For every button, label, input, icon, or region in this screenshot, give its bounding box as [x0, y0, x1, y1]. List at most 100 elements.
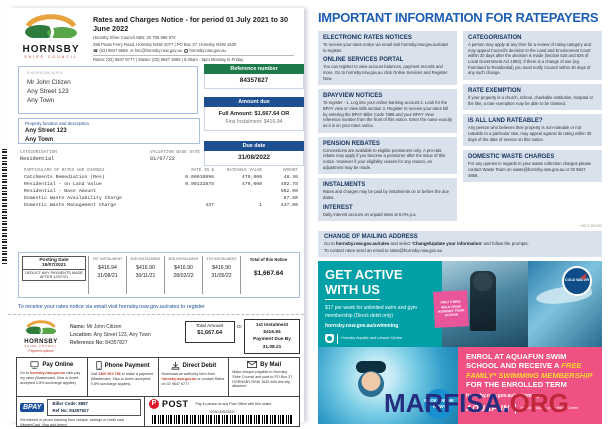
aquafun-ad: BOOK ONLINE NOW! ENROL AT AQUAFUN SWIM S… [318, 346, 602, 424]
reference-number-value: 84357827 [204, 74, 304, 89]
monitor-icon [30, 361, 39, 369]
mail-sort-code: 5/6/5/5/88-4/5/4 [27, 70, 64, 75]
slip-logo-icon [26, 320, 56, 335]
info-panel: IMPORTANT INFORMATION FOR RATEPAYERS ELE… [318, 10, 602, 424]
slip-first-instalment-box: 1st Instalment $416.94 Payment Due By 31… [244, 319, 300, 354]
property-location-line1: Any Street 123 [25, 128, 67, 134]
post-barcode-number: *2030 8357822* [209, 410, 235, 414]
change-of-address-box: CHANGE OF MAILING ADDRESS Go to hornsby.… [318, 231, 602, 257]
payment-slip-header: HORNSBY SHIRE COUNCIL Payment options Na… [16, 319, 300, 354]
get-active-headline2: WITH US [325, 282, 380, 301]
post-note: Pay in person at any Post Office with th… [195, 401, 272, 406]
deduct-payments-note: DEDUCT ANY PAYMENTS MADE AFTER 12/07/21 [22, 270, 86, 281]
bpay-cell: BPAY Biller Code: 8887 Ref No: 84357827 … [17, 397, 145, 427]
slip-reference: 84357827 [105, 340, 128, 346]
bpay-reference: Ref No: 84357827 [52, 407, 89, 413]
council-email: hsc@hornsby.nsw.gov.au [134, 48, 182, 53]
aquatic-centre-icon [325, 334, 334, 344]
or-text: Or [236, 325, 242, 330]
bpay-logo: BPAY [20, 403, 45, 413]
col-header-amount: AMOUNT [282, 169, 298, 173]
info-left-column: ELECTRONIC RATES NOTICES To receive your… [318, 31, 457, 222]
info-right-column: CATEGORISATION A person may apply at any… [463, 31, 602, 221]
info-columns: ELECTRONIC RATES NOTICES To receive your… [318, 31, 602, 222]
valuation-base-date-label: VALUATION BASE DATE [150, 150, 201, 155]
logo-subtitle: SHIRE COUNCIL [24, 55, 78, 59]
instalments-table: Posting Date 19/07/2021 DEDUCT ANY PAYME… [18, 252, 300, 298]
info-box: IS ALL LAND RATEABLE? Any person who bel… [463, 114, 602, 147]
info-box: ELECTRONIC RATES NOTICES To receive your… [318, 31, 457, 86]
council-phone: (02) 9847 6666 [99, 48, 128, 53]
due-date-header: Due date [204, 141, 304, 151]
payment-options-caption: Payment options [28, 349, 54, 353]
total-label: Total of this Notice [249, 257, 288, 262]
table-row: Residential - Base Amount 582.00 [24, 189, 298, 194]
hornsby-logo: HORNSBY SHIRE COUNCIL [14, 12, 88, 62]
by-mail-cell: By Mail Make cheque payable to Hornsby S… [232, 361, 294, 389]
post-brand: POST [162, 399, 189, 409]
cold-water-badge: COLD WATER [562, 265, 592, 296]
instalment-column: 1ST INSTALMENT $416.94 31/08/21 [88, 256, 126, 294]
col-header-rateable-value: RATEABLE VALUE [226, 169, 262, 173]
recipient-street: Any Street 123 [27, 87, 69, 95]
bpay-biller-code: Biller Code: 8887 [52, 401, 89, 406]
table-row: Domestic Waste Availability Charge 87.50 [24, 195, 298, 201]
council-hours: Rates: (02) 9847 6777 | Waste: (02) 9847… [93, 55, 294, 62]
book-online-badge: BOOK ONLINE NOW! [424, 388, 454, 419]
col-header-rate: RATE IN $ [191, 169, 214, 173]
info-box: DOMESTIC WASTE CHARGES For any queries i… [463, 150, 602, 183]
rates-notice-page: HORNSBY SHIRE COUNCIL Rates and Charges … [2, 8, 304, 427]
slip-total-amount-box: Total Amount $1,667.64 [184, 321, 235, 343]
mail-icon: ✉ [130, 48, 134, 53]
categorisation-row: CATEGORISATION Residential VALUATION BAS… [20, 150, 300, 162]
amount-due-body: Full Amount: $1,667.64 OR First Instalme… [204, 107, 304, 131]
slip-total-value: $1,667.64 [197, 330, 223, 336]
table-row: Residential - on Land Value 0.00132878 4… [24, 182, 298, 188]
reference-column: Reference number 84357827 Amount due Ful… [204, 64, 304, 166]
property-location-line2: Any Town [25, 137, 54, 144]
slip-name: Mr John Citizen [86, 324, 122, 330]
slip-location: Any Street 123, Any Town [93, 332, 151, 338]
info-box: INSTALMENTS Rates and charges may be pai… [318, 178, 457, 222]
slip-details: Name: Mr John Citizen Location: Any Stre… [70, 324, 151, 346]
vertical-barcode [2, 148, 7, 264]
recipient-town: Any Town [27, 96, 55, 104]
site-watermark: MARFISA.ORG [384, 388, 569, 418]
phone-payment-cell: Phone Payment Call 1300 904 786 to make … [88, 358, 159, 396]
form-code: HSC2 R21/92 [580, 224, 602, 229]
lifeguard-photo [442, 260, 528, 347]
instalment-column: 2ND INSTALMENT $416.90 30/11/21 [126, 256, 164, 294]
council-contacts: ☎ (02) 9847 6666 ✉ hsc@hornsby.nsw.gov.a… [93, 48, 302, 53]
property-location-box: Property location and description Any St… [18, 118, 200, 144]
instalment-column: 4TH INSTALMENT $416.90 31/05/22 [202, 256, 240, 294]
get-active-url: hornsby.nsw.gov.au/swimming [325, 322, 399, 329]
direct-debit-icon [171, 361, 179, 370]
bpay-post-row: BPAY Biller Code: 8887 Ref No: 84357827 … [16, 397, 300, 427]
categorisation-value: Residential [20, 156, 55, 162]
due-date-value: 31/08/2022 [204, 151, 304, 166]
categorisation-cell: CATEGORISATION Residential [20, 150, 150, 162]
recipient-name: Mr John Citizen [27, 79, 71, 86]
slip-due-date: 31.08.21 [262, 344, 282, 350]
notice-header-text: Rates and Charges Notice - for period 01… [88, 12, 302, 62]
council-abn: Hornsby Shire Council ABN: 20 706 996 97… [93, 35, 176, 40]
bpay-note: Via internet or phone banking from chequ… [20, 418, 125, 427]
info-panel-title: IMPORTANT INFORMATION FOR RATEPAYERS [318, 10, 599, 25]
valuation-base-date-value: 01/07/22 [150, 156, 175, 162]
posting-date-box: Posting Date 19/07/2021 [22, 256, 86, 270]
logo-name: HORNSBY [22, 44, 80, 55]
slip-hornsby-logo: HORNSBY SHIRE COUNCIL Payment options [16, 319, 66, 354]
particulars-table: PARTICULARS OF RATES AND CHARGES RATE IN… [24, 168, 300, 210]
instalment-column: 3RD INSTALMENT $416.90 28/02/22 [164, 256, 202, 294]
slip-instalment-value: $416.94 [263, 330, 281, 336]
aquafun-url: hornsby.nsw.gov.au/swimming [466, 392, 540, 399]
aquatic-centre-label: Hornsby Aquatic and Leisure Centre [341, 336, 402, 341]
hornsby-logo-icon [25, 14, 77, 39]
phone-icon: ☎ [93, 48, 99, 53]
aquafun-brand-sub: Hornsby Aquatic and Leisure Centre [520, 406, 579, 411]
info-box: PENSION REBATES Concessions are availabl… [318, 136, 457, 175]
perforation-line [8, 314, 304, 315]
notice-title: Rates and Charges Notice - for period 01… [93, 15, 289, 33]
train-station-badge: ONLY 5 MINS WALK FROM HORNSBY TRAIN STAT… [433, 289, 469, 328]
